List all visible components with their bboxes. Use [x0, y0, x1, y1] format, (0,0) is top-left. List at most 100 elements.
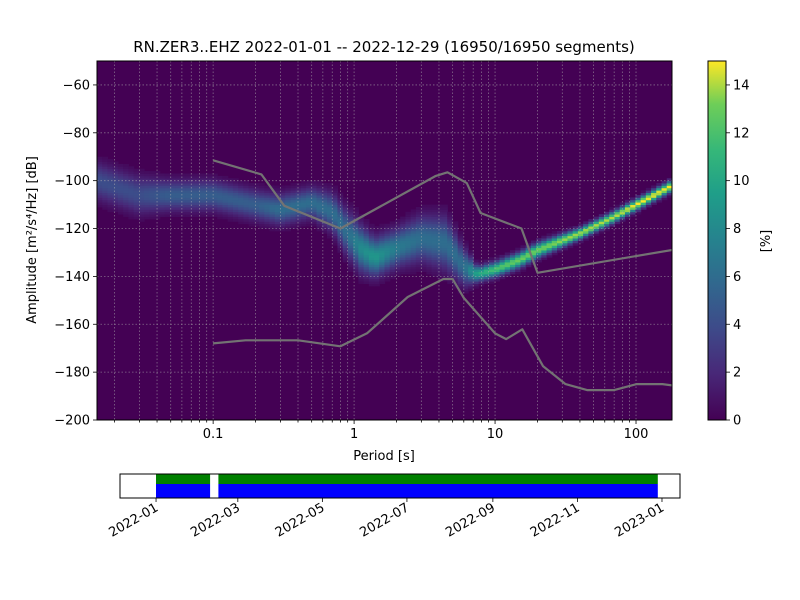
- heatmap-cell: [624, 211, 631, 215]
- heatmap-cell: [347, 242, 354, 246]
- heatmap-cell: [185, 199, 192, 203]
- heatmap-cell: [321, 192, 328, 196]
- heatmap-cell: [353, 206, 359, 210]
- heatmap-cell: [415, 235, 422, 239]
- heatmap-cell: [128, 183, 135, 186]
- heatmap-cell: [562, 240, 569, 244]
- heatmap-cell: [473, 278, 480, 282]
- heatmap-cell: [285, 190, 292, 194]
- heatmap-cell: [410, 216, 417, 220]
- heatmap-cell: [384, 233, 391, 237]
- heatmap-cell: [384, 266, 391, 270]
- heatmap-cell: [279, 228, 286, 232]
- y-tick-label: −180: [54, 366, 90, 381]
- heatmap-cell: [306, 185, 312, 189]
- heatmap-cell: [379, 250, 386, 253]
- heatmap-cell: [217, 199, 224, 203]
- heatmap-cell: [426, 266, 433, 270]
- heatmap-cell: [374, 257, 380, 261]
- heatmap-cell: [384, 230, 391, 234]
- heatmap-cell: [175, 199, 182, 203]
- heatmap-cell: [368, 276, 375, 280]
- heatmap-cell: [206, 202, 213, 205]
- heatmap-cell: [405, 269, 412, 273]
- heatmap-cell: [358, 257, 365, 261]
- heatmap-cell: [368, 230, 375, 234]
- heatmap-cell: [394, 269, 401, 273]
- heatmap-cell: [102, 192, 109, 196]
- heatmap-cell: [442, 278, 448, 282]
- heatmap-cell: [353, 271, 359, 275]
- heatmap-cell: [421, 228, 427, 232]
- heatmap-cell: [379, 271, 386, 275]
- heatmap-cell: [321, 185, 328, 189]
- heatmap-cell: [389, 228, 396, 232]
- heatmap-cell: [159, 178, 166, 182]
- heatmap-cell: [222, 202, 229, 205]
- heatmap-cell: [321, 211, 328, 215]
- heatmap-cell: [436, 274, 443, 277]
- psd-plot-area: 0.1 1 10 100 −200−180−160−140−120−100−80−60: [54, 60, 673, 442]
- heatmap-cell: [394, 235, 401, 239]
- heatmap-cell: [327, 230, 333, 234]
- heatmap-cell: [102, 178, 109, 182]
- heatmap-cell: [128, 214, 135, 217]
- heatmap-cell: [232, 209, 239, 213]
- heatmap-cell: [175, 204, 182, 208]
- heatmap-cell: [374, 274, 380, 277]
- heatmap-cell: [332, 202, 339, 205]
- timeline-tick-label: 2022-09: [443, 500, 498, 540]
- heatmap-cell: [609, 221, 616, 225]
- heatmap-cell: [635, 199, 642, 203]
- heatmap-cell: [468, 266, 474, 270]
- heatmap-cell: [243, 221, 250, 225]
- heatmap-cell: [175, 183, 182, 186]
- heatmap-cell: [436, 242, 443, 246]
- heatmap-cell: [342, 216, 349, 220]
- heatmap-cell: [536, 240, 542, 244]
- heatmap-cell: [279, 221, 286, 225]
- heatmap-cell: [379, 226, 386, 229]
- heatmap-cell: [97, 161, 103, 165]
- heatmap-cell: [483, 269, 490, 273]
- heatmap-cell: [102, 163, 109, 167]
- heatmap-cell: [389, 252, 396, 256]
- heatmap-cell: [436, 238, 443, 241]
- heatmap-cell: [295, 183, 302, 186]
- heatmap-cell: [499, 259, 506, 263]
- heatmap-cell: [316, 226, 323, 229]
- heatmap-cell: [112, 209, 119, 213]
- heatmap-cell: [332, 192, 339, 196]
- heatmap-cell: [123, 197, 129, 201]
- heatmap-cell: [421, 230, 427, 234]
- heatmap-cell: [112, 161, 119, 165]
- heatmap-cell: [457, 242, 464, 246]
- heatmap-cell: [447, 264, 454, 268]
- heatmap-cell: [588, 235, 595, 239]
- heatmap-cell: [640, 192, 647, 196]
- heatmap-cell: [332, 221, 339, 225]
- heatmap-cell: [567, 230, 574, 234]
- heatmap-cell: [138, 199, 145, 203]
- heatmap-cell: [389, 254, 396, 258]
- heatmap-cell: [107, 159, 114, 162]
- heatmap-cell: [285, 187, 292, 191]
- heatmap-cell: [426, 228, 433, 232]
- heatmap-cell: [222, 185, 229, 189]
- heatmap-cell: [645, 204, 652, 208]
- timeline-ticks: 2022-01 2022-03 2022-05 2022-07 2022-09 2022-…: [106, 498, 667, 541]
- heatmap-cell: [112, 192, 119, 196]
- heatmap-cell: [238, 209, 244, 213]
- heatmap-cell: [462, 250, 469, 253]
- heatmap-cell: [536, 259, 542, 263]
- heatmap-cell: [123, 209, 129, 213]
- heatmap-cell: [259, 209, 265, 213]
- heatmap-cell: [128, 206, 135, 210]
- heatmap-cell: [144, 211, 150, 215]
- heatmap-cell: [499, 254, 506, 258]
- heatmap-cell: [436, 245, 443, 249]
- heatmap-cell: [394, 257, 401, 261]
- heatmap-cell: [363, 269, 370, 273]
- heatmap-cell: [609, 223, 616, 227]
- heatmap-cell: [311, 199, 318, 203]
